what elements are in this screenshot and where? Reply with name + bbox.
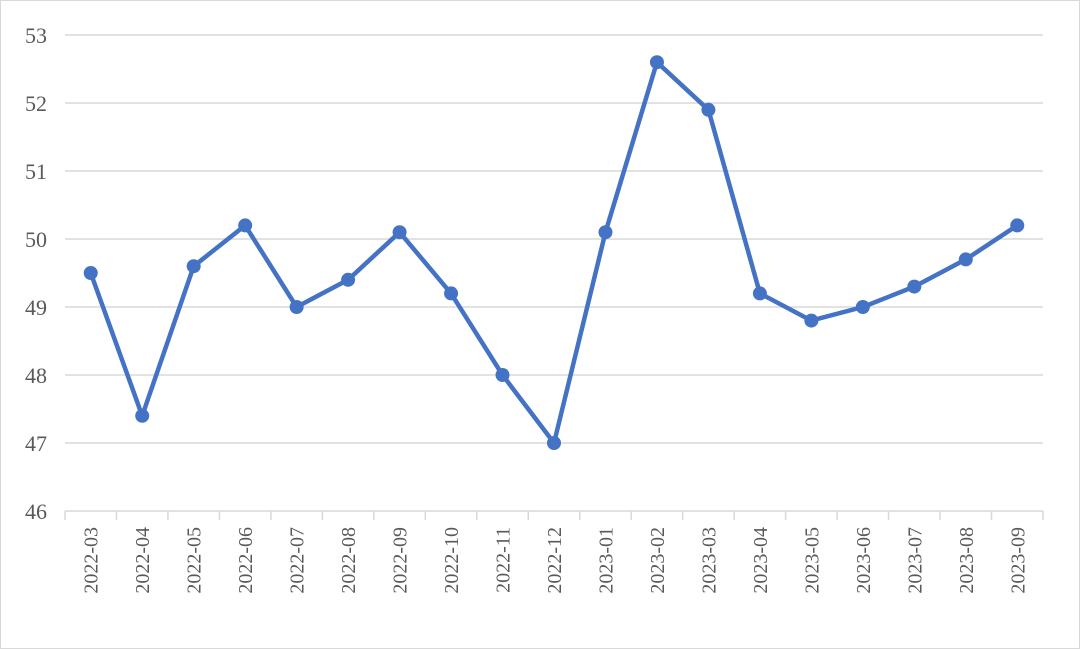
y-tick-label: 50 xyxy=(25,227,47,252)
data-point xyxy=(83,266,98,280)
x-tick-label: 2022-03 xyxy=(81,527,103,594)
x-tick-label: 2022-10 xyxy=(441,527,463,594)
x-tick-label: 2022-09 xyxy=(390,527,412,594)
data-point xyxy=(238,218,253,233)
x-tick-label: 2022-05 xyxy=(184,527,206,594)
data-point xyxy=(289,300,304,314)
data-point xyxy=(958,252,973,267)
y-tick-label: 51 xyxy=(25,159,47,184)
x-tick-label: 2023-02 xyxy=(647,527,669,594)
y-tick-label: 46 xyxy=(25,499,47,524)
x-tick-label: 2023-03 xyxy=(698,527,720,594)
y-tick-label: 47 xyxy=(25,431,47,456)
x-tick-label: 2022-12 xyxy=(544,527,566,594)
y-tick-label: 53 xyxy=(25,23,47,48)
x-tick-label: 2023-08 xyxy=(956,527,978,594)
data-point xyxy=(598,225,613,240)
data-point xyxy=(649,55,664,70)
x-tick-label: 2022-04 xyxy=(132,527,154,594)
x-tick-label: 2022-07 xyxy=(287,527,309,594)
x-tick-label: 2023-01 xyxy=(595,527,617,594)
y-tick-label: 48 xyxy=(25,363,47,388)
x-tick-label: 2023-04 xyxy=(750,527,772,594)
x-tick-label: 2023-09 xyxy=(1007,527,1029,594)
data-point xyxy=(804,313,819,328)
data-point xyxy=(341,272,356,287)
y-tick-label: 52 xyxy=(25,91,47,116)
x-tick-label: 2022-08 xyxy=(338,527,360,594)
data-point xyxy=(1010,218,1025,233)
data-point xyxy=(701,102,716,117)
x-tick-label: 2023-05 xyxy=(801,527,823,594)
data-point xyxy=(392,225,407,240)
x-tick-label: 2023-06 xyxy=(853,527,875,594)
data-point xyxy=(907,279,922,294)
data-point xyxy=(752,286,767,301)
y-tick-label: 49 xyxy=(25,295,47,320)
data-point xyxy=(135,408,150,423)
data-point xyxy=(186,259,201,274)
series-line xyxy=(88,59,1019,446)
data-point xyxy=(855,300,870,314)
x-tick-label: 2022-06 xyxy=(235,527,257,594)
data-point xyxy=(495,368,510,382)
x-tick-label: 2022-11 xyxy=(493,527,515,593)
data-point xyxy=(547,436,561,450)
x-tick-label: 2023-07 xyxy=(904,527,926,594)
data-point xyxy=(444,286,459,301)
